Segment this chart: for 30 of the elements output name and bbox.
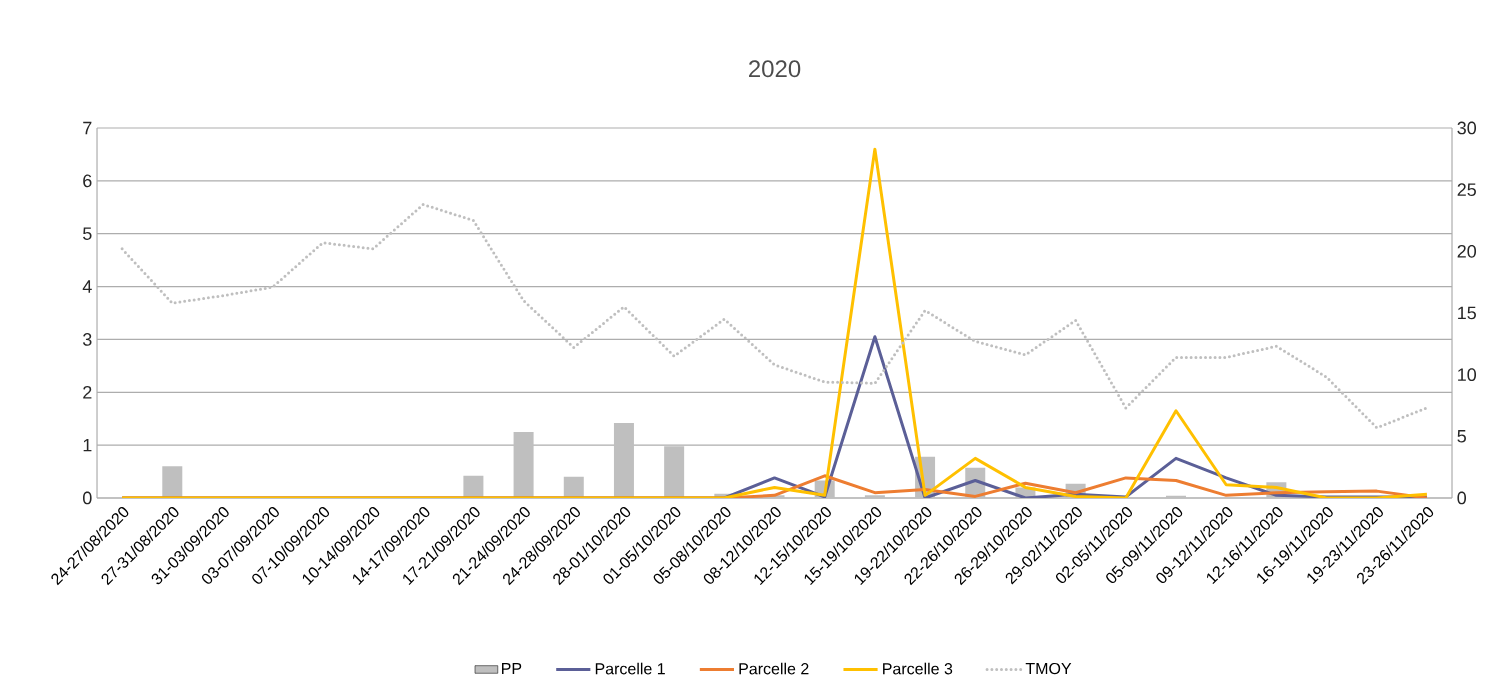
y-tick-label: 2 bbox=[83, 385, 92, 399]
line-series bbox=[120, 202, 1429, 430]
bar bbox=[664, 446, 685, 498]
y2-tick-label: 30 bbox=[1457, 121, 1477, 135]
bar bbox=[613, 422, 634, 498]
y2-tick-label: 5 bbox=[1457, 430, 1466, 443]
chart-title: 2020 bbox=[749, 60, 801, 78]
y2-tick-label: 0 bbox=[1457, 491, 1467, 505]
y-tick-label: 5 bbox=[83, 227, 92, 240]
y-tick-label: 7 bbox=[83, 121, 92, 135]
y2-tick-label: 20 bbox=[1457, 244, 1477, 258]
y-tick-label: 6 bbox=[83, 174, 92, 188]
y2-tick-label: 15 bbox=[1458, 306, 1476, 320]
bar bbox=[463, 475, 484, 498]
y2-tick-label: 25 bbox=[1457, 183, 1476, 197]
y-tick-label: 3 bbox=[82, 333, 92, 346]
bar bbox=[563, 476, 584, 498]
legend-label: Parcelle 1 bbox=[595, 662, 665, 675]
legend-label: Parcelle 2 bbox=[739, 662, 809, 675]
bar bbox=[1165, 495, 1186, 498]
y-tick-label: 4 bbox=[82, 280, 92, 293]
legend-label: PP bbox=[502, 662, 522, 674]
y-tick-label: 1 bbox=[83, 438, 92, 452]
y2-tick-label: 10 bbox=[1458, 368, 1477, 382]
y-tick-label: 0 bbox=[83, 491, 92, 505]
bar bbox=[864, 495, 885, 498]
bar bbox=[162, 466, 183, 498]
legend-label: Parcelle 3 bbox=[883, 662, 953, 675]
legend-label: TMOY bbox=[1025, 662, 1072, 675]
bar bbox=[513, 431, 534, 498]
